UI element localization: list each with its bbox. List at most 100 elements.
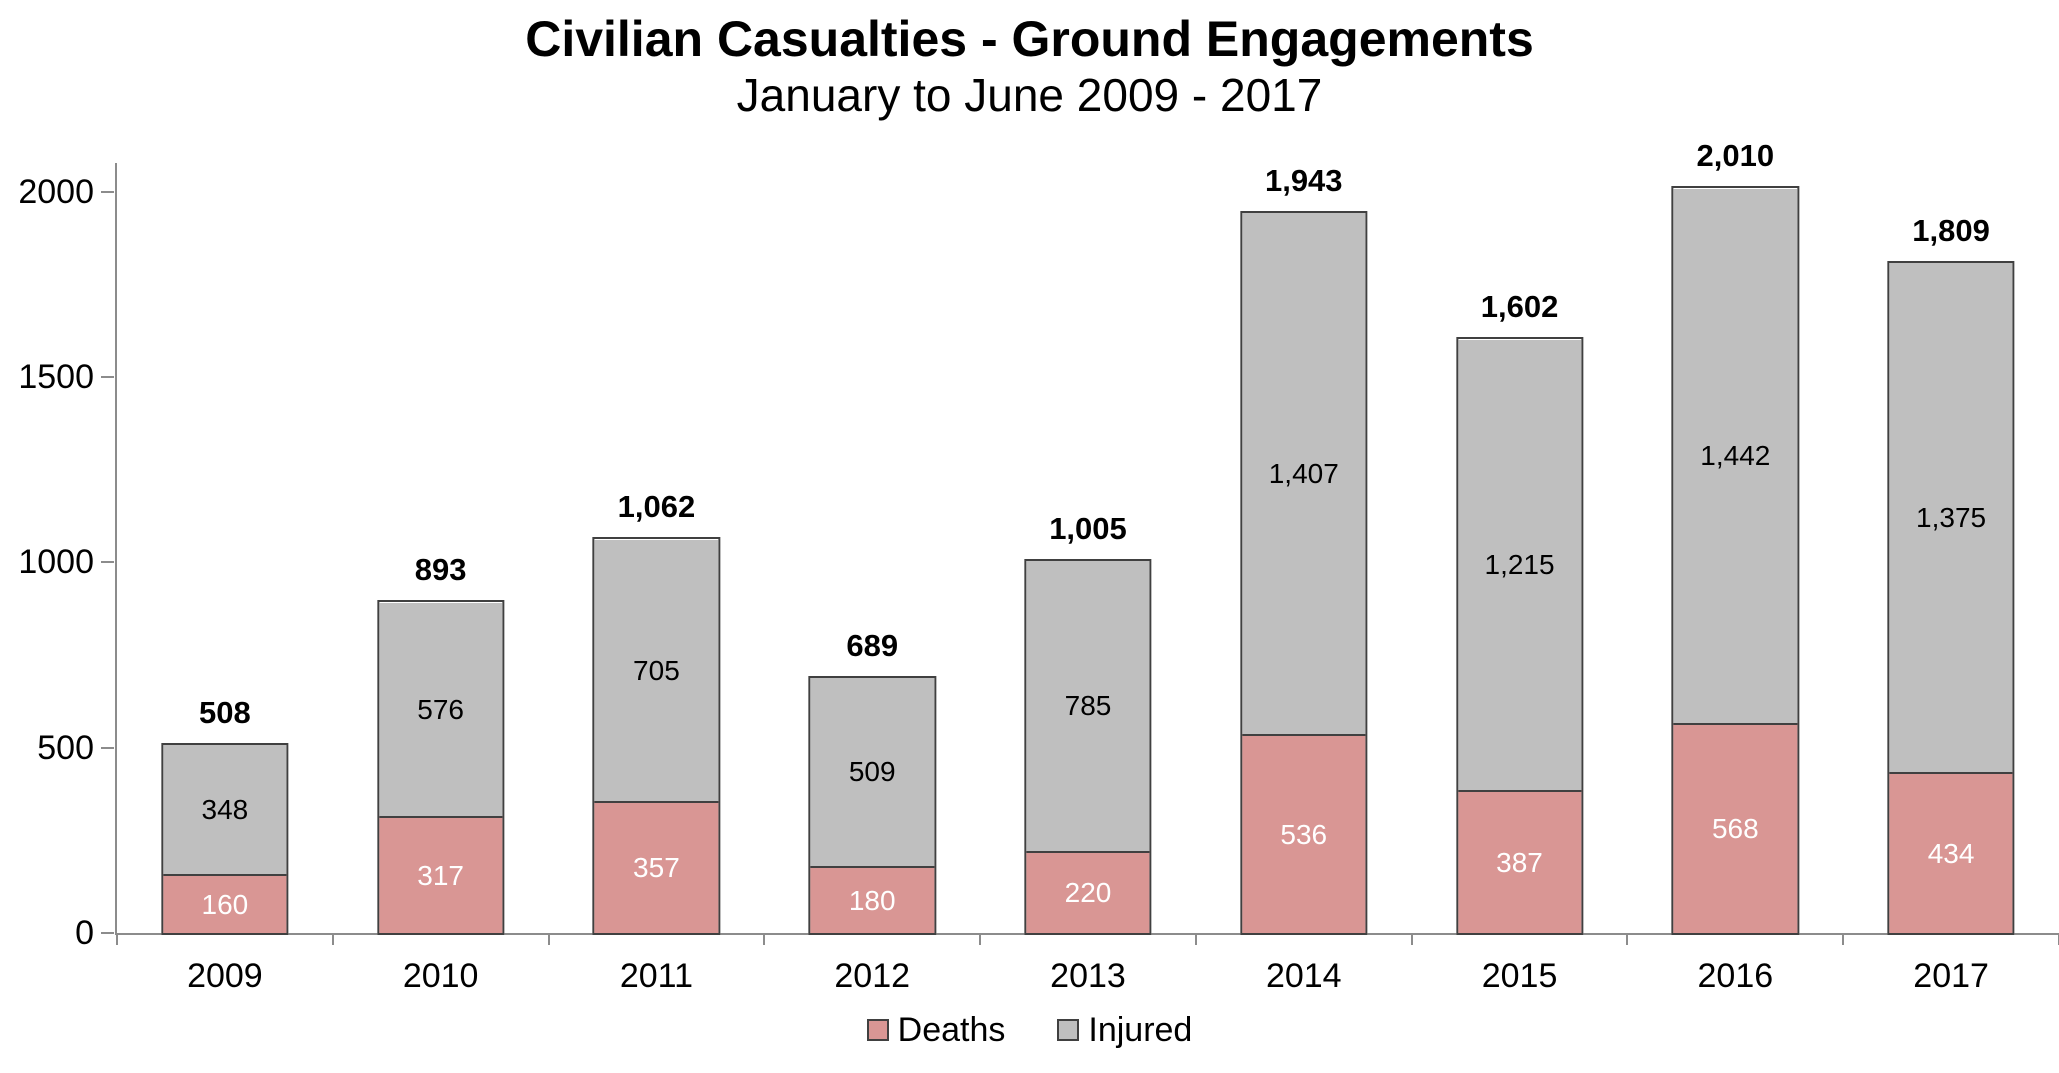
total-label-2011: 1,062 bbox=[617, 489, 696, 524]
x-axis-label-2011: 2011 bbox=[619, 957, 693, 995]
bar-2012-deaths-segment: 180 bbox=[810, 866, 934, 933]
y-axis-tick bbox=[101, 561, 114, 564]
y-axis-tick bbox=[101, 376, 114, 379]
category-2010: 576 317 893 2010 bbox=[333, 163, 549, 995]
x-axis-label-2017: 2017 bbox=[1913, 957, 1989, 995]
bar-2010-injured-segment: 576 bbox=[378, 603, 503, 816]
injured-swatch-icon bbox=[1057, 1019, 1080, 1041]
x-axis-label-2009: 2009 bbox=[187, 957, 263, 995]
deaths-value-label: 180 bbox=[848, 884, 896, 916]
x-axis-label-2016: 2016 bbox=[1697, 957, 1774, 995]
deaths-value-label: 357 bbox=[633, 852, 680, 883]
x-axis-tick bbox=[1842, 935, 1845, 945]
deaths-value-label: 220 bbox=[1064, 877, 1112, 909]
bar-2013: 785 220 bbox=[1024, 559, 1152, 935]
category-2013: 785 220 1,005 2013 bbox=[980, 163, 1196, 995]
injured-value-label: 1,375 bbox=[1916, 501, 1987, 533]
deaths-value-label: 160 bbox=[201, 888, 249, 920]
category-2015: 1,215 387 1,602 2015 bbox=[1412, 163, 1628, 995]
x-axis-label-2013: 2013 bbox=[1050, 957, 1126, 995]
injured-value-label: 1,442 bbox=[1700, 440, 1771, 471]
total-label-2013: 1,005 bbox=[1049, 511, 1127, 546]
bar-2015-injured-segment: 1,215 bbox=[1457, 340, 1582, 790]
injured-value-label: 1,407 bbox=[1268, 457, 1339, 489]
y-axis-label-1000: 1000 bbox=[18, 543, 94, 582]
injured-value-label: 576 bbox=[417, 693, 464, 725]
total-label-2015: 1,602 bbox=[1480, 289, 1559, 324]
total-label-2010: 893 bbox=[414, 552, 467, 587]
deaths-value-label: 434 bbox=[1927, 837, 1975, 869]
y-axis-label-2000: 2000 bbox=[18, 172, 94, 211]
y-axis: 0 500 1000 1500 2000 bbox=[0, 163, 115, 951]
bar-2009-injured-segment: 348 bbox=[163, 745, 287, 874]
deaths-value-label: 568 bbox=[1711, 813, 1759, 844]
x-axis-tick bbox=[331, 935, 334, 945]
total-label-2012: 689 bbox=[846, 628, 899, 663]
x-axis-tick bbox=[1410, 935, 1413, 945]
bar-2011: 705 357 bbox=[592, 537, 721, 935]
bar-2013-deaths-segment: 220 bbox=[1026, 851, 1150, 933]
bar-2010: 576 317 bbox=[376, 600, 505, 935]
bar-2015: 1,215 387 bbox=[1455, 337, 1584, 935]
x-axis-tick bbox=[979, 935, 982, 945]
x-axis-label-2014: 2014 bbox=[1265, 957, 1342, 995]
bar-2011-injured-segment: 705 bbox=[594, 540, 719, 801]
legend-label-deaths: Deaths bbox=[897, 1010, 1006, 1049]
deaths-value-label: 387 bbox=[1496, 846, 1543, 878]
category-2017: 1,375 434 1,809 2017 bbox=[1843, 163, 2059, 995]
category-2016: 1,442 568 2,010 2016 bbox=[1627, 138, 1843, 995]
x-axis-tick bbox=[1626, 935, 1629, 945]
bar-2014-injured-segment: 1,407 bbox=[1242, 213, 1366, 734]
bar-2011-deaths-segment: 357 bbox=[594, 801, 719, 933]
plot-area: 348 160 508 2009 576 317 893 2010 705 357 1,062 201… bbox=[115, 138, 2059, 995]
chart-subtitle: January to June 2009 - 2017 bbox=[736, 69, 1323, 121]
injured-value-label: 705 bbox=[633, 654, 680, 686]
category-2011: 705 357 1,062 2011 bbox=[549, 163, 765, 995]
deaths-value-label: 536 bbox=[1280, 818, 1328, 850]
bar-2016-injured-segment: 1,442 bbox=[1673, 189, 1797, 723]
bar-2016-deaths-segment: 568 bbox=[1673, 723, 1797, 933]
total-label-2014: 1,943 bbox=[1264, 163, 1343, 198]
x-axis-label-2010: 2010 bbox=[402, 957, 479, 995]
bar-2009-deaths-segment: 160 bbox=[163, 874, 287, 933]
bar-2017-deaths-segment: 434 bbox=[1889, 772, 2013, 933]
chart-title: Civilian Casualties - Ground Engagements bbox=[525, 11, 1534, 67]
y-axis-tick bbox=[101, 190, 114, 193]
y-axis-tick bbox=[101, 932, 114, 934]
bar-2014: 1,407 536 bbox=[1240, 211, 1368, 935]
bar-2017: 1,375 434 bbox=[1887, 261, 2015, 935]
category-2014: 1,407 536 1,943 2014 bbox=[1196, 163, 1412, 995]
y-axis-label-500: 500 bbox=[37, 728, 94, 767]
legend-label-injured: Injured bbox=[1088, 1010, 1193, 1049]
injured-value-label: 348 bbox=[201, 793, 249, 825]
total-label-2009: 508 bbox=[199, 695, 251, 730]
x-axis-label-2015: 2015 bbox=[1481, 957, 1558, 995]
bar-2009: 348 160 bbox=[161, 743, 289, 935]
bar-2013-injured-segment: 785 bbox=[1026, 561, 1150, 852]
bar-2016: 1,442 568 bbox=[1671, 186, 1799, 935]
total-label-2016: 2,010 bbox=[1696, 138, 1775, 173]
bar-2017-injured-segment: 1,375 bbox=[1889, 263, 2013, 773]
legend-item-deaths: Deaths bbox=[866, 1010, 1006, 1050]
x-axis-label-2012: 2012 bbox=[834, 957, 911, 995]
y-axis-label-1500: 1500 bbox=[18, 358, 94, 397]
x-axis-tick bbox=[763, 935, 766, 945]
injured-value-label: 1,215 bbox=[1484, 549, 1555, 580]
x-axis-tick bbox=[1194, 935, 1197, 945]
injured-value-label: 785 bbox=[1064, 690, 1112, 722]
bar-2010-deaths-segment: 317 bbox=[378, 816, 503, 933]
deaths-swatch-icon bbox=[866, 1019, 889, 1041]
category-2009: 348 160 508 2009 bbox=[117, 163, 333, 995]
category-2012: 509 180 689 2012 bbox=[764, 163, 980, 995]
y-axis-tick bbox=[101, 746, 114, 749]
deaths-value-label: 317 bbox=[417, 859, 464, 891]
legend-item-injured: Injured bbox=[1057, 1011, 1192, 1050]
bar-2015-deaths-segment: 387 bbox=[1457, 790, 1582, 933]
total-label-2017: 1,809 bbox=[1912, 213, 1990, 248]
injured-value-label: 509 bbox=[848, 756, 896, 788]
x-axis-tick bbox=[547, 935, 550, 945]
bar-2012-injured-segment: 509 bbox=[810, 678, 934, 867]
bar-2012: 509 180 bbox=[808, 676, 936, 935]
bar-2014-deaths-segment: 536 bbox=[1242, 734, 1366, 933]
